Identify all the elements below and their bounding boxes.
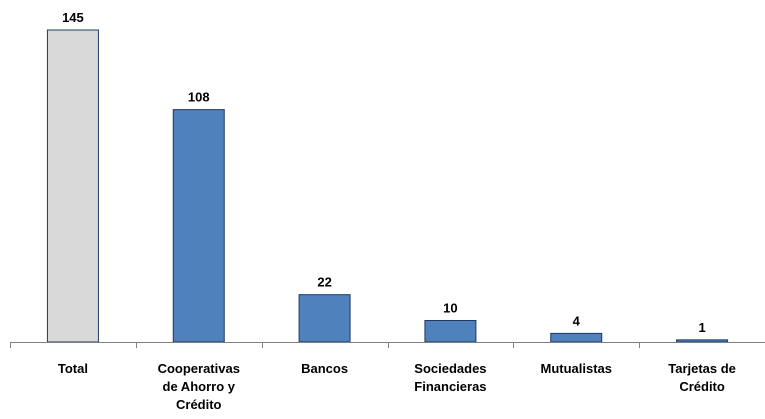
category-label-line: Tarjetas de	[668, 361, 736, 376]
bar-value-label: 4	[573, 313, 581, 328]
category-label: Total	[58, 361, 88, 376]
category-label: Bancos	[301, 361, 348, 376]
bar-4	[550, 332, 603, 343]
bar-value-label: 108	[188, 90, 210, 105]
category-label-line: Crédito	[679, 379, 725, 394]
category-label-line: Mutualistas	[540, 361, 612, 376]
x-axis-ticks	[10, 342, 640, 348]
bar-3	[424, 319, 477, 343]
category-label: Tarjetas de Crédito	[668, 361, 736, 394]
bar-0	[46, 29, 99, 343]
category-label: Mutualistas	[540, 361, 612, 376]
bar-value-label: 10	[443, 300, 457, 315]
bar-value-label: 145	[62, 10, 84, 25]
category-label-line: Cooperativas	[158, 361, 240, 376]
category-label-line: Crédito	[176, 397, 222, 412]
category-label-line: de Ahorro y	[163, 379, 236, 394]
category-label-line: Sociedades	[414, 361, 486, 376]
category-labels-group: Total Cooperativas de Ahorro y Crédito Banco…	[58, 361, 736, 412]
category-label-line: Bancos	[301, 361, 348, 376]
bar-value-label: 1	[698, 320, 705, 335]
category-label: Sociedades Financieras	[414, 361, 486, 394]
bar-5	[676, 339, 729, 343]
bars-group	[46, 29, 729, 343]
value-labels-group: 145 108 22 10 4 1	[62, 10, 706, 335]
bar-1	[172, 109, 225, 343]
bar-2	[298, 294, 351, 343]
category-label-line: Total	[58, 361, 88, 376]
category-label: Cooperativas de Ahorro y Crédito	[158, 361, 240, 412]
bar-value-label: 22	[317, 275, 331, 290]
category-label-line: Financieras	[414, 379, 486, 394]
